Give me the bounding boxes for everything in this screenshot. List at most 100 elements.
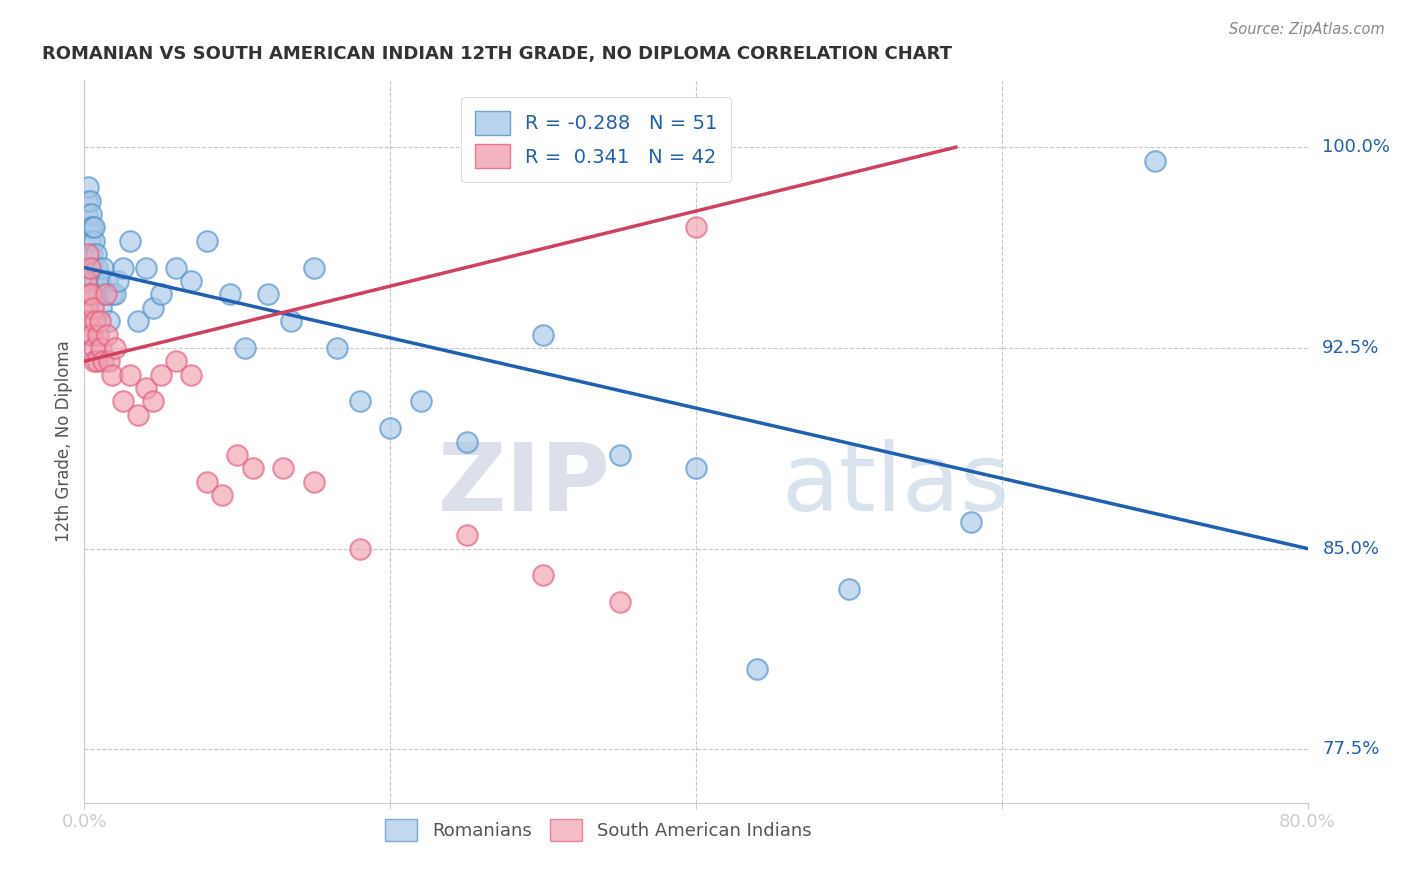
Text: 100.0%: 100.0% bbox=[1322, 138, 1391, 156]
Point bbox=[77, 220, 100, 235]
Point bbox=[120, 368, 142, 382]
Point bbox=[77, 180, 100, 194]
Point bbox=[101, 368, 124, 382]
Point bbox=[111, 394, 134, 409]
Point bbox=[531, 327, 554, 342]
Point bbox=[747, 662, 769, 676]
Point bbox=[456, 434, 478, 449]
Point bbox=[84, 247, 107, 261]
Point bbox=[107, 274, 129, 288]
Point bbox=[135, 260, 157, 275]
Point bbox=[83, 234, 105, 248]
Point bbox=[83, 354, 105, 368]
Point bbox=[127, 314, 149, 328]
Point bbox=[325, 341, 347, 355]
Point bbox=[82, 301, 104, 315]
Text: atlas: atlas bbox=[782, 439, 1010, 531]
Point bbox=[609, 595, 631, 609]
Point bbox=[211, 488, 233, 502]
Point bbox=[80, 287, 103, 301]
Point bbox=[75, 274, 97, 288]
Text: ZIP: ZIP bbox=[437, 439, 610, 531]
Point bbox=[127, 408, 149, 422]
Point bbox=[180, 368, 202, 382]
Text: 85.0%: 85.0% bbox=[1322, 540, 1379, 558]
Point bbox=[90, 301, 112, 315]
Point bbox=[838, 582, 860, 596]
Point bbox=[456, 528, 478, 542]
Point bbox=[80, 327, 103, 342]
Point bbox=[149, 368, 172, 382]
Point bbox=[89, 274, 111, 288]
Point bbox=[380, 421, 402, 435]
Point bbox=[93, 287, 115, 301]
Point bbox=[77, 247, 100, 261]
Point bbox=[409, 394, 432, 409]
Point bbox=[111, 260, 134, 275]
Point bbox=[86, 260, 108, 275]
Point bbox=[76, 207, 98, 221]
Point bbox=[79, 194, 101, 208]
Point bbox=[233, 341, 256, 355]
Text: 92.5%: 92.5% bbox=[1322, 339, 1379, 357]
Text: Source: ZipAtlas.com: Source: ZipAtlas.com bbox=[1229, 22, 1385, 37]
Point bbox=[349, 541, 371, 556]
Point bbox=[165, 354, 187, 368]
Point bbox=[94, 287, 117, 301]
Point bbox=[87, 287, 110, 301]
Point bbox=[97, 314, 120, 328]
Point bbox=[84, 314, 107, 328]
Point bbox=[91, 354, 114, 368]
Point bbox=[79, 234, 101, 248]
Point bbox=[302, 475, 325, 489]
Point bbox=[97, 354, 120, 368]
Point bbox=[271, 461, 294, 475]
Point bbox=[1143, 153, 1166, 168]
Point bbox=[195, 234, 218, 248]
Point bbox=[82, 260, 104, 275]
Point bbox=[104, 287, 127, 301]
Point bbox=[80, 220, 103, 235]
Point bbox=[104, 341, 127, 355]
Point bbox=[531, 568, 554, 582]
Point bbox=[79, 327, 101, 342]
Point bbox=[226, 448, 249, 462]
Point bbox=[135, 381, 157, 395]
Point bbox=[80, 207, 103, 221]
Y-axis label: 12th Grade, No Diploma: 12th Grade, No Diploma bbox=[55, 341, 73, 542]
Point bbox=[257, 287, 280, 301]
Point bbox=[349, 394, 371, 409]
Point bbox=[77, 287, 100, 301]
Point bbox=[101, 287, 124, 301]
Point bbox=[96, 327, 118, 342]
Point bbox=[90, 341, 112, 355]
Point bbox=[685, 461, 707, 475]
Point bbox=[142, 394, 165, 409]
Text: 77.5%: 77.5% bbox=[1322, 740, 1379, 758]
Point bbox=[960, 515, 983, 529]
Point bbox=[180, 274, 202, 288]
Text: ROMANIAN VS SOUTH AMERICAN INDIAN 12TH GRADE, NO DIPLOMA CORRELATION CHART: ROMANIAN VS SOUTH AMERICAN INDIAN 12TH G… bbox=[42, 45, 952, 63]
Point bbox=[280, 314, 302, 328]
Point bbox=[76, 194, 98, 208]
Point bbox=[142, 301, 165, 315]
Point bbox=[120, 234, 142, 248]
Point bbox=[149, 287, 172, 301]
Point bbox=[685, 220, 707, 235]
Point bbox=[242, 461, 264, 475]
Legend: Romanians, South American Indians: Romanians, South American Indians bbox=[378, 812, 818, 848]
Point bbox=[76, 301, 98, 315]
Point bbox=[76, 314, 98, 328]
Point bbox=[89, 314, 111, 328]
Point bbox=[83, 220, 105, 235]
Point bbox=[91, 260, 114, 275]
Point bbox=[218, 287, 240, 301]
Point bbox=[79, 260, 101, 275]
Point bbox=[84, 274, 107, 288]
Point bbox=[80, 247, 103, 261]
Point bbox=[83, 341, 105, 355]
Point bbox=[609, 448, 631, 462]
Point bbox=[86, 354, 108, 368]
Point bbox=[165, 260, 187, 275]
Point bbox=[302, 260, 325, 275]
